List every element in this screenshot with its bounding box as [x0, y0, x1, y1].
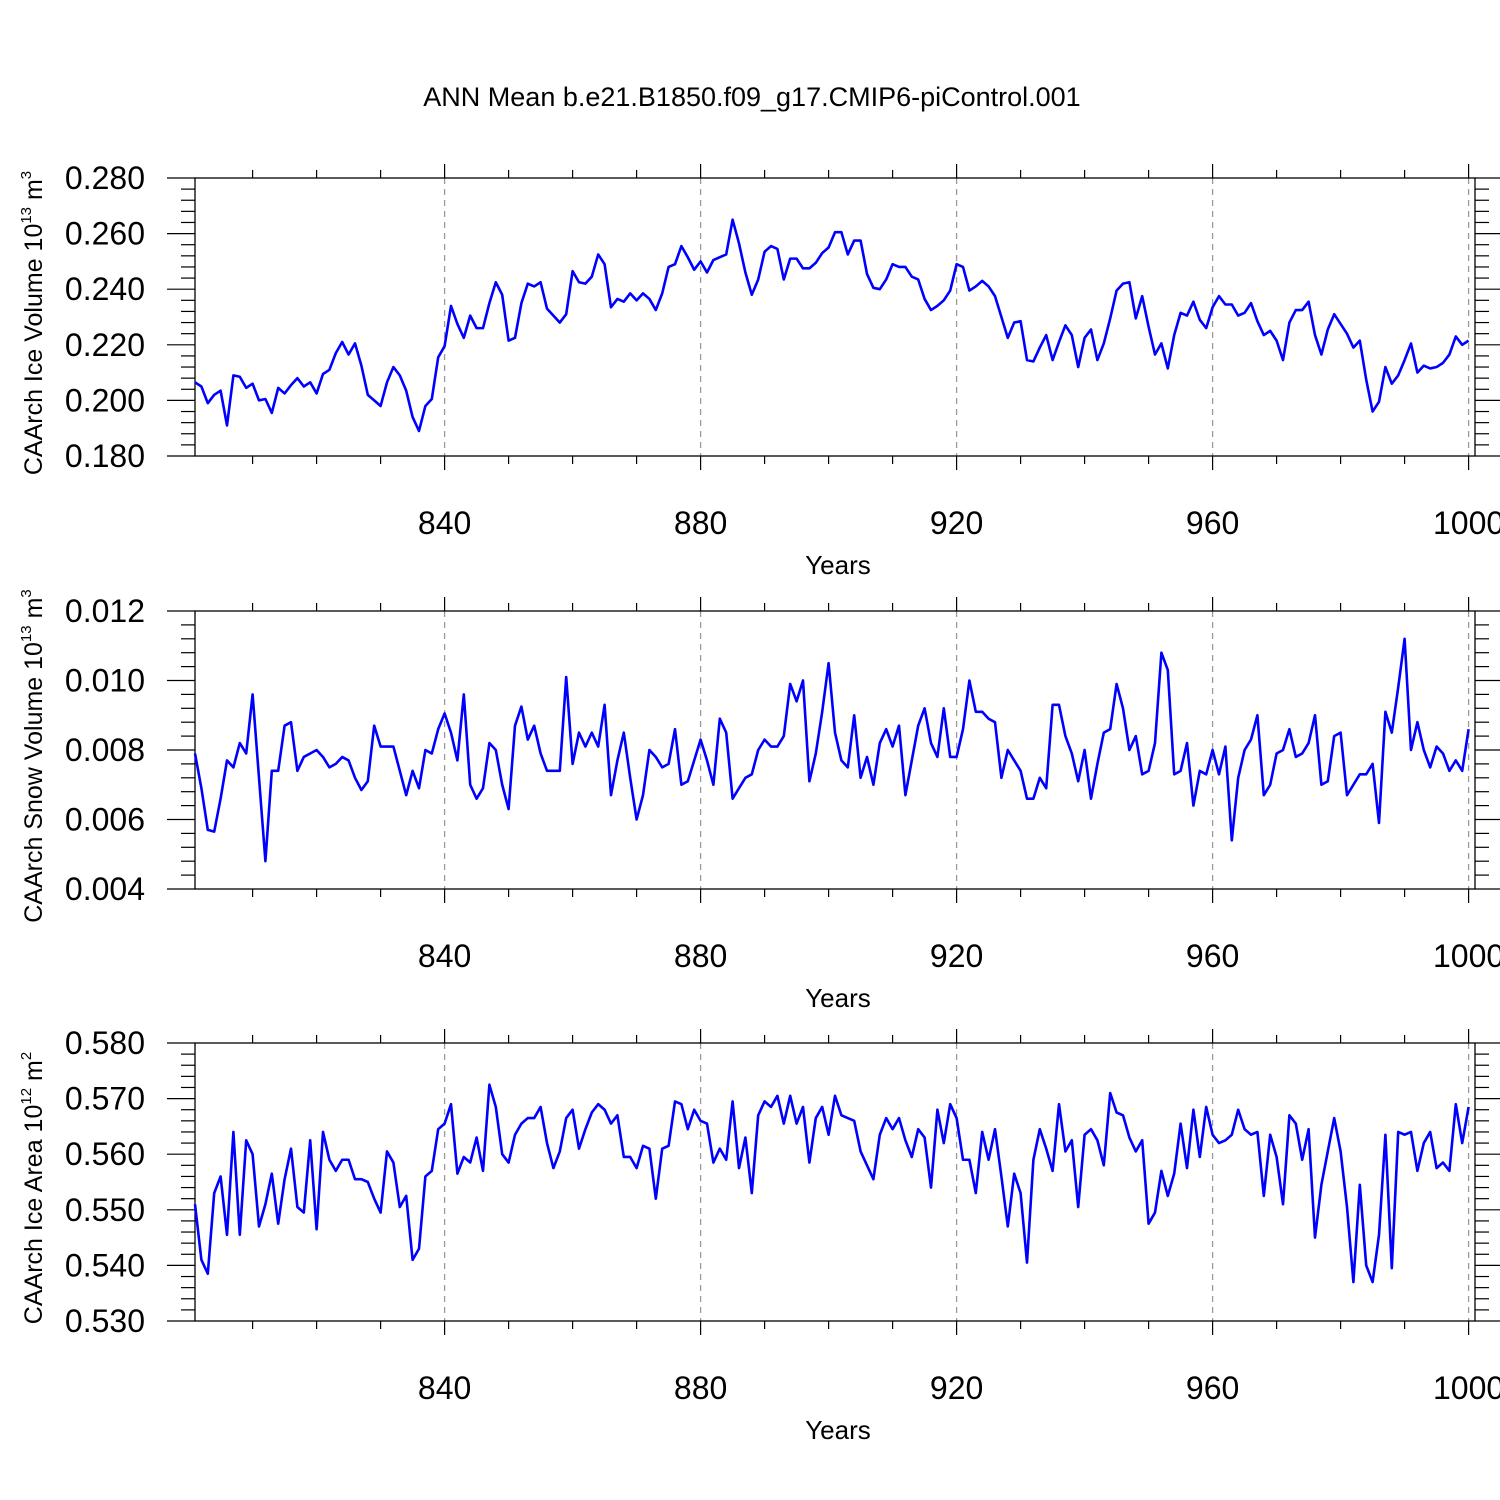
- y-tick-label: 0.004: [65, 871, 145, 907]
- x-tick-label: 1000: [1433, 505, 1500, 541]
- ice-area-panel: 0.530 0.540 0.550 0.560 0.570 0.580 840 880 920 9…: [18, 1025, 1500, 1445]
- x-tick-label: 840: [418, 505, 471, 541]
- y-tick-label: 0.580: [65, 1025, 145, 1061]
- y-tick-label: 0.240: [65, 271, 145, 307]
- y-tick-label: 0.570: [65, 1081, 145, 1117]
- y-axis-label: CAArch Ice Volume 1013 m3: [18, 171, 48, 475]
- panels: 0.180 0.200 0.220 0.240 0.260 0.280 840 880 920 9…: [18, 160, 1500, 1445]
- y-tick-label: 0.530: [65, 1303, 145, 1339]
- x-tick-label: 920: [930, 505, 983, 541]
- snow-volume-series-line: [193, 637, 1470, 863]
- x-axis-label: Years: [805, 1415, 871, 1445]
- plot-frame: [194, 1042, 1476, 1322]
- ice-volume-series-line: [194, 218, 1470, 433]
- y-tick-label: 0.560: [65, 1136, 145, 1172]
- chart-title: ANN Mean b.e21.B1850.f09_g17.CMIP6-piCon…: [423, 82, 1080, 112]
- x-tick-label: 880: [674, 505, 727, 541]
- y-tick-label: 0.006: [65, 802, 145, 838]
- y-tick-label: 0.008: [65, 732, 145, 768]
- x-tick-label: 960: [1186, 1370, 1239, 1406]
- x-tick-label: 960: [1186, 938, 1239, 974]
- plot-frame: [194, 177, 1476, 457]
- x-axis-label: Years: [805, 550, 871, 580]
- y-tick-label: 0.540: [65, 1247, 145, 1283]
- ice-area-series-line: [193, 1083, 1470, 1284]
- y-axis-label: CAArch Ice Area 1012 m2: [18, 1052, 48, 1324]
- y-tick-label: 0.220: [65, 327, 145, 363]
- x-tick-label: 1000: [1433, 938, 1500, 974]
- x-tick-label: 960: [1186, 505, 1239, 541]
- x-tick-label: 920: [930, 1370, 983, 1406]
- x-tick-label: 840: [418, 938, 471, 974]
- y-tick-label: 0.012: [65, 593, 145, 629]
- x-tick-label: 840: [418, 1370, 471, 1406]
- y-tick-label: 0.180: [65, 438, 145, 474]
- x-tick-label: 1000: [1433, 1370, 1500, 1406]
- y-tick-label: 0.200: [65, 382, 145, 418]
- y-tick-label: 0.280: [65, 160, 145, 196]
- x-tick-label: 880: [674, 938, 727, 974]
- y-tick-label: 0.550: [65, 1192, 145, 1228]
- snow-volume-panel: 0.004 0.006 0.008 0.010 0.012 840 880 920 960 100…: [18, 589, 1500, 1013]
- x-tick-label: 880: [674, 1370, 727, 1406]
- x-tick-label: 920: [930, 938, 983, 974]
- ice-volume-panel: 0.180 0.200 0.220 0.240 0.260 0.280 840 880 920 9…: [18, 160, 1500, 580]
- y-tick-label: 0.260: [65, 216, 145, 252]
- y-tick-label: 0.010: [65, 663, 145, 699]
- y-axis-label: CAArch Snow Volume 1013 m3: [18, 589, 48, 923]
- x-axis-label: Years: [805, 983, 871, 1013]
